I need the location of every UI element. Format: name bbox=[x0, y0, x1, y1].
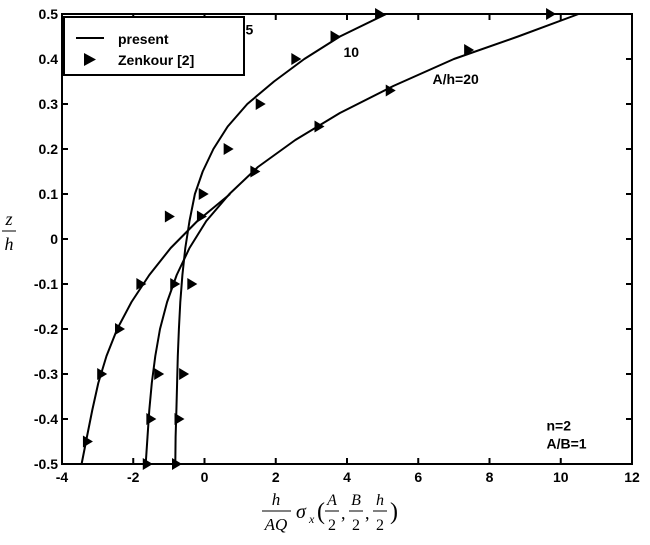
annotation-label: A/h=20 bbox=[433, 71, 480, 87]
x-tick-label: -2 bbox=[127, 469, 140, 485]
y-tick-label: 0 bbox=[50, 231, 58, 247]
x-label-arg3-num: h bbox=[376, 492, 384, 509]
x-label-sigma: σ bbox=[296, 501, 307, 523]
marker-ah20 bbox=[115, 323, 125, 335]
x-label-close-paren: ) bbox=[390, 499, 398, 525]
marker-ah5 bbox=[187, 278, 198, 290]
marker-ah5 bbox=[223, 143, 234, 155]
x-tick-label: 10 bbox=[553, 469, 569, 485]
x-label-comma-1: , bbox=[341, 503, 346, 523]
legend-box bbox=[63, 16, 245, 76]
plot-frame bbox=[61, 13, 633, 465]
marker-ah10 bbox=[464, 44, 475, 56]
x-label-arg1-num: A bbox=[326, 492, 337, 509]
annotation-label: A/B=1 bbox=[547, 435, 587, 451]
legend-label-zenkour: Zenkour [2] bbox=[118, 52, 194, 68]
marker-ah5 bbox=[198, 188, 209, 200]
marker-ah20 bbox=[82, 435, 93, 448]
legend-label-present: present bbox=[118, 31, 169, 47]
y-tick-label: -0.2 bbox=[34, 321, 58, 337]
tick-layer: -4 -2 0 2 4 6 8 10 12 -0.5 -0.4 -0.3 -0.2 -0.1 0 0.1 0.2… bbox=[34, 6, 640, 485]
marker-ah10 bbox=[170, 278, 181, 290]
y-tick-label: -0.4 bbox=[34, 411, 58, 427]
marker-ah20 bbox=[136, 278, 147, 290]
annotation-label: 5 bbox=[245, 21, 253, 37]
x-tick-label: 4 bbox=[343, 469, 351, 485]
y-axis-label: z h bbox=[2, 209, 16, 254]
x-label-frac-denominator: AQ bbox=[264, 515, 288, 534]
series-line-ah5 bbox=[174, 13, 387, 465]
x-axis-label: h AQ σ x ( A 2 , B 2 , h 2 ) bbox=[262, 490, 398, 534]
x-tick-label: 2 bbox=[272, 469, 280, 485]
marker-ah10 bbox=[385, 84, 396, 97]
marker-ah5 bbox=[174, 413, 185, 425]
legend-marker-swatch bbox=[84, 53, 96, 66]
y-label-denominator: h bbox=[5, 234, 14, 254]
x-tick-label: 12 bbox=[624, 469, 640, 485]
marker-ah5 bbox=[291, 53, 302, 65]
y-tick-label: -0.5 bbox=[34, 456, 58, 472]
annotation-layer: 5 10 A/h=20 n=2 A/B=1 bbox=[245, 21, 586, 451]
y-tick-label: -0.3 bbox=[34, 366, 58, 382]
x-tick-label: 6 bbox=[414, 469, 422, 485]
marker-ah10 bbox=[250, 165, 261, 178]
marker-ah10 bbox=[314, 120, 325, 133]
marker-ah20 bbox=[97, 368, 108, 380]
x-label-frac-numerator: h bbox=[272, 490, 281, 509]
x-tick-label: 0 bbox=[201, 469, 209, 485]
marker-ah10 bbox=[154, 368, 165, 380]
legend: present Zenkour [2] bbox=[63, 16, 245, 76]
y-tick-label: 0.3 bbox=[39, 96, 59, 112]
x-tick-label: -4 bbox=[56, 469, 69, 485]
y-tick-label: 0.2 bbox=[39, 141, 59, 157]
y-tick-label: -0.1 bbox=[34, 276, 58, 292]
x-label-subscript: x bbox=[308, 512, 315, 526]
marker-ah10 bbox=[146, 413, 157, 425]
annotation-label: 10 bbox=[343, 44, 359, 60]
annotation-label: n=2 bbox=[547, 417, 572, 433]
x-tick-label: 8 bbox=[486, 469, 494, 485]
x-label-arg1-den: 2 bbox=[328, 517, 336, 534]
x-label-arg3-den: 2 bbox=[376, 517, 384, 534]
series-line-ah10 bbox=[144, 13, 579, 465]
x-label-arg2-den: 2 bbox=[352, 517, 360, 534]
y-label-numerator: z bbox=[4, 209, 12, 229]
y-tick-label: 0.5 bbox=[39, 6, 59, 22]
marker-ah5 bbox=[330, 30, 341, 43]
y-tick-label: 0.4 bbox=[39, 51, 59, 67]
series-layer bbox=[80, 13, 579, 465]
x-label-arg2-num: B bbox=[351, 492, 361, 509]
y-tick-label: 0.1 bbox=[39, 186, 59, 202]
marker-ah20 bbox=[164, 210, 175, 223]
x-label-comma-2: , bbox=[365, 503, 370, 523]
series-line-ah20 bbox=[80, 193, 231, 465]
marker-layer bbox=[82, 8, 557, 470]
x-label-open-paren: ( bbox=[317, 499, 325, 525]
marker-ah5 bbox=[179, 368, 190, 380]
marker-ah5 bbox=[255, 98, 266, 110]
marker-ah10 bbox=[196, 210, 207, 223]
